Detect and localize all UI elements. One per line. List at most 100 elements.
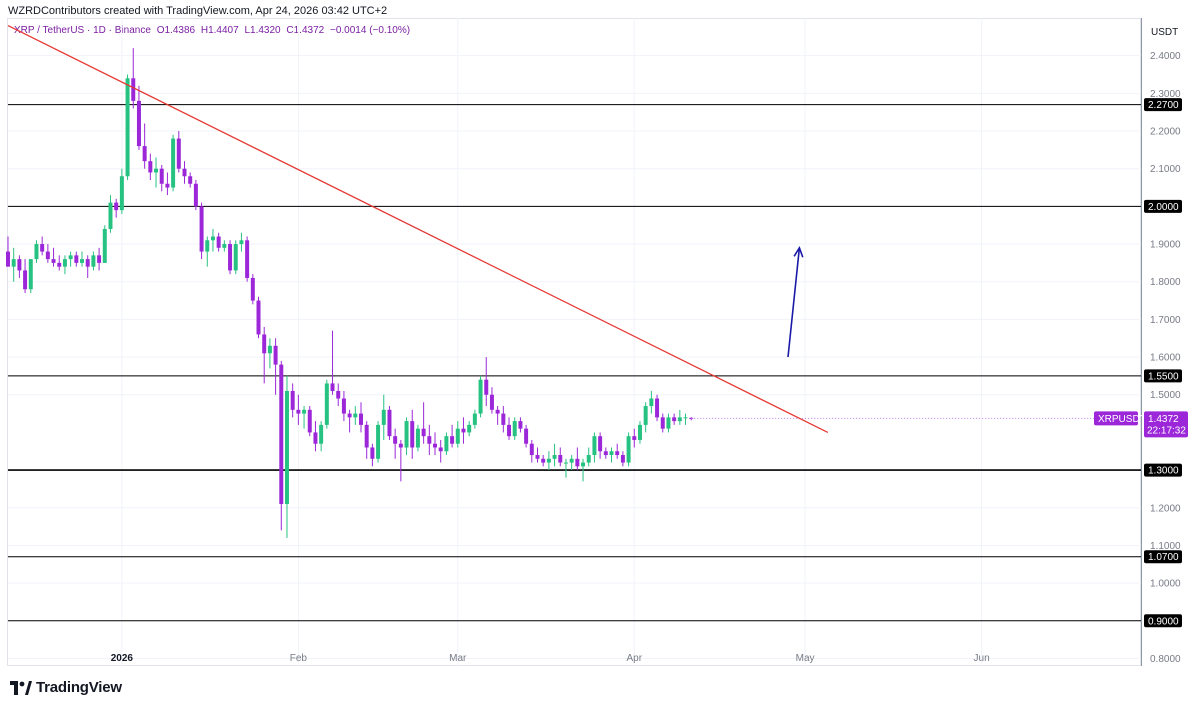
price-tick-label: 2.4000	[1150, 51, 1181, 62]
candle-body	[438, 447, 443, 452]
price-tick-label: 2.2000	[1150, 127, 1181, 138]
candle-body	[398, 443, 403, 448]
candle-body	[586, 455, 591, 463]
candle-body	[284, 390, 289, 504]
candle-body	[341, 398, 346, 414]
candle-body	[660, 417, 665, 429]
legend-symbol: XRP / TetherUS · 1D · Binance	[14, 25, 151, 36]
candle-body	[353, 413, 358, 418]
candle-body	[171, 138, 176, 188]
candle-body	[11, 259, 16, 267]
candle-body	[427, 436, 432, 444]
descending-trendline	[7, 24, 829, 434]
candle-body	[45, 251, 50, 260]
candle-body	[529, 443, 534, 456]
legend-open: O1.4386	[156, 25, 196, 36]
candle-body	[34, 244, 39, 260]
candle-body	[336, 390, 341, 399]
level-price-label: 2.2700	[1148, 100, 1179, 111]
candle-body	[136, 100, 141, 147]
candle-body	[478, 379, 483, 414]
level-price-badge	[1144, 463, 1182, 477]
price-tick-label: 1.7000	[1150, 315, 1181, 326]
level-price-badge	[1144, 199, 1182, 213]
price-tick-label: 1.1000	[1150, 541, 1181, 552]
symbol-badge	[1094, 411, 1138, 426]
candle-body	[546, 458, 551, 463]
level-price-badge	[1144, 550, 1182, 564]
level-price-label: 1.3000	[1148, 466, 1179, 477]
candle-body	[222, 244, 227, 248]
price-tick-label: 1.5000	[1150, 390, 1181, 401]
price-tick-label: 1.9000	[1150, 240, 1181, 251]
candle-body	[381, 409, 386, 425]
candle-body	[148, 161, 153, 173]
candle-body	[193, 183, 198, 207]
candle-body	[620, 455, 625, 463]
candle-body	[472, 413, 477, 425]
tradingview-logo-text: TradingView	[36, 679, 122, 696]
candle-body	[324, 383, 329, 425]
candle-body	[182, 168, 187, 177]
drawings	[7, 24, 1141, 434]
time-axis: 2026 Feb Mar Apr May Jun	[111, 653, 990, 664]
level-price-label: 1.0700	[1148, 552, 1179, 563]
candle-body	[296, 409, 301, 414]
candle-body	[216, 236, 221, 248]
level-price-badge	[1144, 614, 1182, 628]
candle-body	[102, 228, 107, 263]
candle-body	[393, 436, 398, 444]
price-tick-label: 1.2000	[1150, 503, 1181, 514]
price-axis: 2.4000 2.3000 2.2000 2.1000 1.9000 1.8000 1.70…	[1094, 51, 1188, 665]
legend-high: H1.4407	[200, 25, 239, 36]
grid-lines	[8, 18, 1141, 666]
tradingview-logo[interactable]: TradingView	[10, 679, 122, 696]
candle-body	[97, 255, 102, 263]
candle-body	[273, 345, 278, 365]
candle-body	[57, 262, 62, 267]
price-tick-label: 1.0000	[1150, 579, 1181, 590]
price-tick-label: 2.1000	[1150, 164, 1181, 175]
candle-body	[245, 240, 250, 278]
candle-body	[615, 451, 620, 456]
candle-body	[154, 168, 159, 173]
level-price-label: 2.0000	[1148, 202, 1179, 213]
candle-body	[450, 436, 455, 444]
candle-body	[23, 270, 28, 290]
candle-body	[501, 413, 506, 425]
legend-change: −0.0014 (−0.10%)	[329, 25, 411, 36]
candle-body	[279, 364, 284, 504]
candle-body	[307, 409, 312, 433]
symbol-badge-label: XRPUSDT	[1098, 414, 1146, 425]
candle-body	[387, 409, 392, 437]
legend-low: L1.4320	[244, 25, 281, 36]
candle-body	[558, 455, 563, 463]
candle-body	[302, 409, 307, 414]
candle-body	[364, 424, 369, 448]
candle-body	[62, 259, 67, 267]
candle-body	[74, 255, 79, 263]
candle-body	[199, 206, 204, 252]
candle-body	[507, 424, 512, 437]
candle-body	[637, 424, 642, 440]
candle-body	[51, 259, 56, 263]
candle-body	[108, 202, 113, 229]
candle-body	[410, 421, 415, 448]
candle-body	[376, 424, 381, 459]
candle-body	[119, 176, 124, 211]
horizontal-levels	[8, 104, 1141, 622]
candle-body	[655, 398, 660, 418]
candle-body	[672, 417, 677, 422]
bar-countdown-label: 22:17:32	[1147, 425, 1186, 436]
candle-body	[404, 421, 409, 448]
level-price-label: 0.9000	[1148, 616, 1179, 627]
price-tick-label: 0.8000	[1150, 654, 1181, 665]
candle-body	[598, 436, 603, 452]
symbol-legend[interactable]: XRP / TetherUS · 1D · Binance O1.4386 H1…	[14, 25, 413, 36]
candle-body	[575, 458, 580, 467]
candle-body	[347, 413, 352, 418]
candle-body	[592, 436, 597, 456]
candle-body	[415, 428, 420, 448]
price-axis-separator	[1141, 18, 1142, 666]
